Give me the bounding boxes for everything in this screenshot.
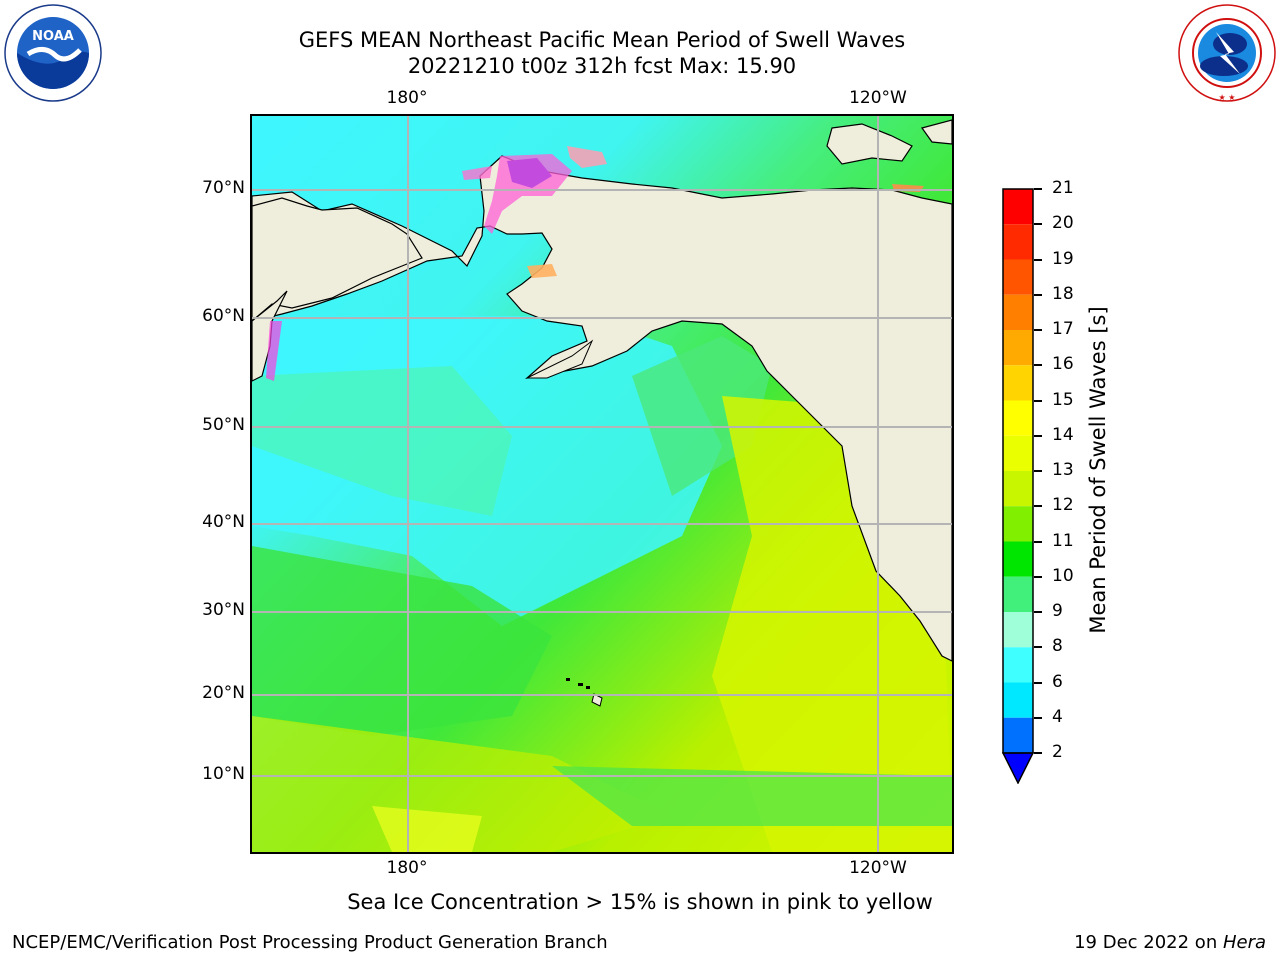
colorbar-tick-label: 21 [1052, 178, 1074, 198]
swell-region-9-11s-gulf [632, 336, 772, 496]
lon-label-bottom-180: 180° [386, 858, 428, 878]
lon-label-bottom-120w: 120°W [849, 858, 907, 878]
colorbar-tick-mark [1034, 434, 1042, 437]
swell-period-map [252, 116, 952, 852]
colorbar-tick-label: 11 [1052, 530, 1074, 551]
colorbar-swatch [1003, 541, 1033, 577]
colorbar-tick-label: 16 [1052, 354, 1074, 375]
colorbar-tick-mark [1034, 505, 1042, 508]
swell-region-9-10s-west [252, 366, 512, 516]
swell-region-14-15s [372, 806, 482, 852]
colorbar-tick-mark [1034, 223, 1042, 226]
colorbar-tick-mark [1034, 752, 1042, 754]
colorbar-tick-label: 10 [1052, 565, 1074, 586]
sea-ice-pink-east [567, 146, 607, 168]
colorbar-tick-mark [1034, 470, 1042, 472]
footer-date-text: 19 Dec 2022 on [1074, 932, 1223, 953]
lon-label-top-180: 180° [386, 88, 428, 108]
footer-date: 19 Dec 2022 on Hera [1074, 932, 1266, 953]
colorbar-swatch [1003, 365, 1033, 401]
colorbar-tick-label: 2 [1052, 742, 1063, 762]
map-panel[interactable] [250, 114, 954, 854]
footer-host: Hera [1222, 932, 1266, 953]
lat-label-10n: 10°N [202, 764, 245, 784]
colorbar-extend-triangle [1001, 752, 1035, 785]
colorbar-swatch [1003, 717, 1033, 753]
lat-label-60n: 60°N [202, 306, 245, 326]
colorbar-swatch [1003, 294, 1033, 330]
colorbar-swatch [1003, 330, 1033, 366]
hawaiian-islands [566, 678, 603, 707]
sea-ice-pink-west [462, 166, 492, 180]
colorbar-tick-mark [1034, 329, 1042, 331]
chart-title: GEFS MEAN Northeast Pacific Mean Period … [298, 28, 906, 52]
colorbar-tick-mark [1034, 399, 1042, 402]
alaska-peninsula [526, 339, 594, 379]
colorbar [1001, 188, 1035, 785]
colorbar-swatch [1003, 259, 1033, 295]
colorbar-tick-mark [1034, 188, 1042, 190]
colorbar-swatch [1003, 576, 1033, 612]
chart-subtitle: 20221210 t00z 312h fcst Max: 15.90 [407, 54, 797, 78]
noaa-logo-text: NOAA [32, 29, 74, 44]
lat-label-20n: 20°N [202, 683, 245, 703]
lat-label-40n: 40°N [202, 512, 245, 532]
nws-logo: ★ ★ [1178, 4, 1276, 102]
lon-label-top-120w: 120°W [849, 88, 907, 108]
sea-ice-pink [484, 154, 572, 234]
colorbar-tick-mark [1034, 716, 1042, 719]
colorbar-tick-label: 18 [1052, 283, 1074, 304]
colorbar-tick-label: 19 [1052, 248, 1074, 269]
sea-ice-orange [527, 264, 557, 278]
colorbar-swatch [1003, 435, 1033, 471]
colorbar-tick-label: 8 [1052, 636, 1063, 657]
colorbar-outline [1002, 188, 1034, 754]
colorbar-tick-mark [1034, 646, 1042, 649]
lat-label-30n: 30°N [202, 600, 245, 620]
noaa-logo: NOAA [4, 4, 102, 102]
colorbar-swatch [1003, 224, 1033, 260]
swell-region-10-11s [252, 546, 552, 736]
colorbar-tick-mark [1034, 681, 1042, 684]
colorbar-tick-label: 17 [1052, 319, 1074, 339]
arctic-island-east [921, 119, 952, 145]
sea-ice-kamchatka [266, 321, 282, 381]
colorbar-tick-mark [1034, 611, 1042, 613]
swell-region-12-13s-south [252, 716, 672, 852]
sea-ice-caption: Sea Ice Concentration > 15% is shown in … [347, 890, 933, 914]
colorbar-title: Mean Period of Swell Waves [s] [1086, 306, 1110, 634]
colorbar-tick-mark [1034, 575, 1042, 578]
colorbar-swatch [1003, 471, 1033, 507]
swell-band-tropical [552, 766, 952, 826]
colorbar-swatches [1001, 188, 1035, 785]
lat-label-50n: 50°N [202, 415, 245, 435]
colorbar-swatch [1003, 400, 1033, 436]
colorbar-swatch [1003, 506, 1033, 542]
colorbar-swatch [1003, 647, 1033, 683]
lat-label-70n: 70°N [202, 178, 245, 198]
arctic-island [826, 123, 913, 165]
colorbar-tick-label: 9 [1052, 601, 1063, 621]
svg-text:★ ★: ★ ★ [1219, 93, 1236, 102]
colorbar-swatch [1003, 612, 1033, 648]
colorbar-tick-label: 15 [1052, 389, 1074, 410]
colorbar-tick-mark [1034, 540, 1042, 543]
colorbar-tick-label: 14 [1052, 424, 1074, 445]
footer-credit: NCEP/EMC/Verification Post Processing Pr… [12, 932, 608, 953]
colorbar-tick-label: 6 [1052, 671, 1063, 692]
colorbar-swatch [1003, 682, 1033, 718]
colorbar-tick-label: 4 [1052, 706, 1063, 727]
colorbar-tick-label: 20 [1052, 213, 1074, 234]
colorbar-swatch [1003, 189, 1033, 225]
colorbar-tick-mark [1034, 293, 1042, 296]
graticule [252, 116, 952, 852]
colorbar-tick-label: 13 [1052, 460, 1074, 480]
colorbar-tick-mark [1034, 258, 1042, 261]
colorbar-tick-mark [1034, 364, 1042, 367]
colorbar-tick-label: 12 [1052, 495, 1074, 516]
